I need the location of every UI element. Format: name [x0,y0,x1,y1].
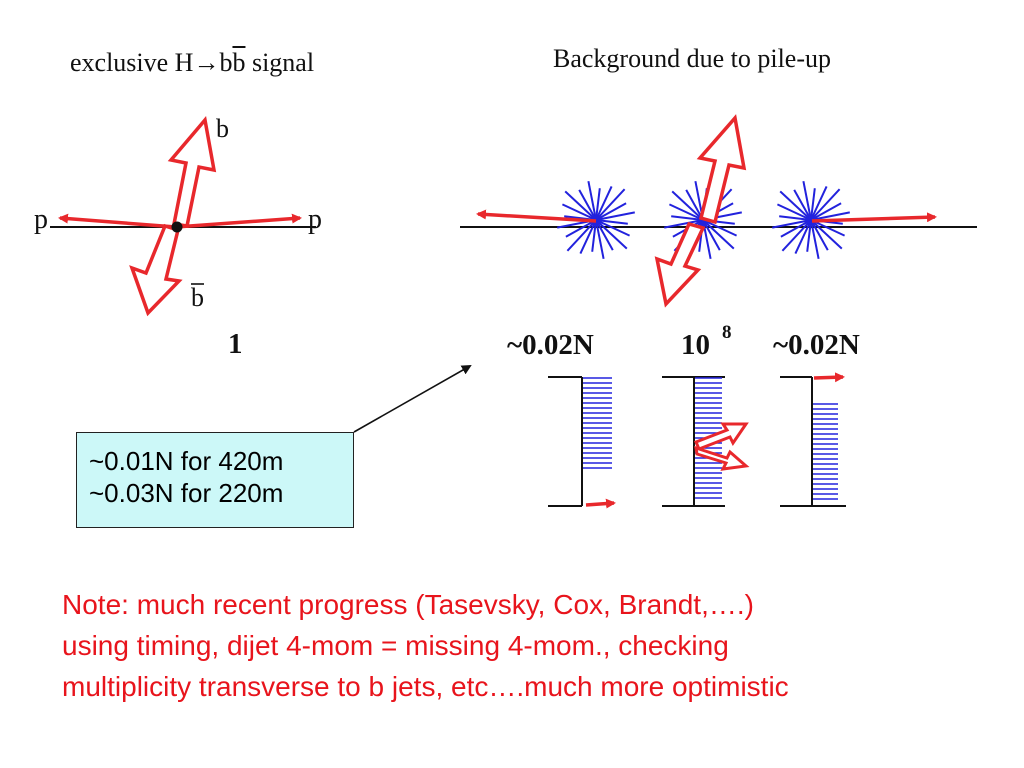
signal-title-b: b [219,48,233,77]
signal-vertex [171,221,183,233]
background-b-jet-arrow [696,114,747,225]
signal-proton-left-label: p [34,204,48,235]
background-proton-left-arrow [476,209,597,223]
signal-title-bbar: b [232,48,246,77]
bar-left [548,376,616,509]
background-factor-right: ~0.02N [773,329,860,361]
callout-box: ~0.01N for 420m ~0.03N for 220m [76,432,354,528]
background-factor-center: 10 [681,329,710,361]
note-line-2: using timing, dijet 4-mom = missing 4-mo… [62,630,729,661]
signal-proton-right-label: p [308,204,322,235]
starburst-3 [772,181,850,259]
signal-title: exclusive H→bb signal [70,48,314,78]
note-line-1: Note: much recent progress (Tasevsky, Co… [62,589,754,620]
background-bbar-jet-arrow [654,221,706,308]
bottom-note: Note: much recent progress (Tasevsky, Co… [62,584,982,707]
note-line-3: multiplicity transverse to b jets, etc….… [62,671,789,702]
callout-line-1: ~0.01N for 420m [89,446,284,476]
bar-right [780,372,846,507]
signal-bbar-label: b [191,283,204,312]
signal-title-arrow: → [193,48,220,77]
callout-line-2: ~0.03N for 220m [89,478,284,508]
bar-center [662,376,750,507]
signal-title-suffix: signal [245,48,315,77]
background-proton-right-arrow [811,212,937,223]
signal-b-label: b [216,114,229,143]
background-factor-left: ~0.02N [507,329,594,361]
signal-factor: 1 [228,328,243,360]
background-title: Background due to pile-up [553,44,831,73]
background-factor-center-exponent: 8 [722,322,732,343]
signal-b-jet-arrow [167,116,217,228]
signal-bbar-jet-arrow [129,223,183,317]
signal-title-prefix: exclusive H [70,48,194,77]
callout-pointer-arrow [353,365,472,433]
signal-proton-right-arrow [175,213,302,229]
signal-proton-left-arrow [58,213,177,229]
